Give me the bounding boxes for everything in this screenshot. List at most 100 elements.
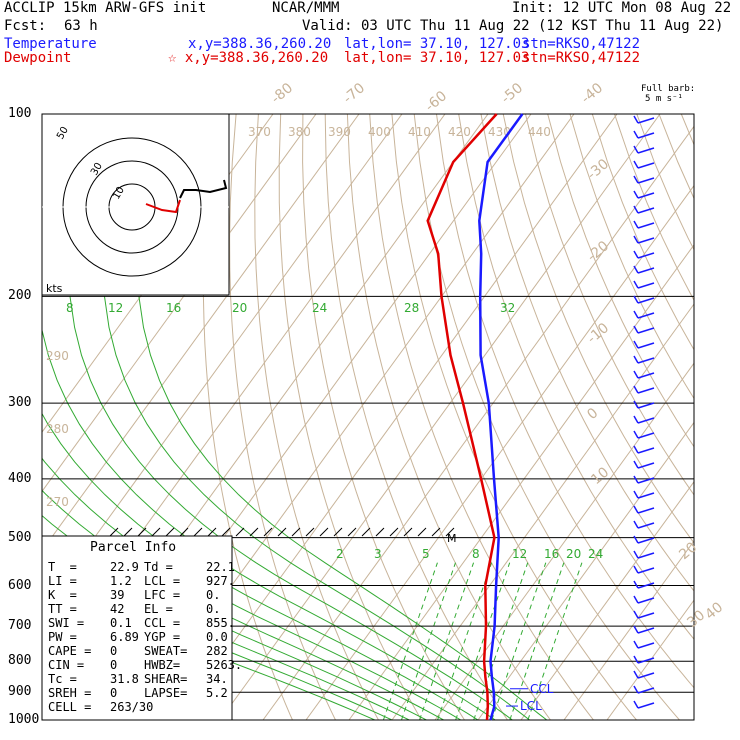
wind-barb-feather bbox=[633, 640, 639, 649]
mixing-ratio-label-upper: 20 bbox=[232, 301, 247, 315]
isotherm-label: -70 bbox=[340, 80, 368, 107]
theta-label-upper: 440 bbox=[528, 125, 551, 139]
isotherm-label: -20 bbox=[584, 238, 612, 265]
isotherm-label: -60 bbox=[422, 88, 450, 115]
mixing-ratio-line bbox=[455, 562, 511, 720]
isotherm-line bbox=[434, 362, 694, 720]
hodograph-trace-lower bbox=[145, 199, 181, 214]
parcel-row-9-col-1: 0 bbox=[110, 686, 118, 700]
ticks-500 bbox=[165, 527, 175, 537]
isotherm-line bbox=[42, 114, 403, 611]
dry-adiabat bbox=[229, 114, 336, 720]
wind-barb-staff bbox=[637, 567, 655, 574]
dry-adiabat bbox=[278, 114, 422, 720]
ticks-500 bbox=[347, 527, 357, 537]
wind-barb-feather bbox=[633, 490, 639, 499]
wind-barb-feather bbox=[633, 700, 639, 709]
parcel-row-5-col-0: PW = bbox=[48, 630, 77, 644]
wind-barb-staff bbox=[637, 582, 655, 589]
pressure-label-500: 500 bbox=[8, 529, 32, 545]
temperature-xy: x,y=388.36,260.20 bbox=[188, 36, 332, 52]
wind-barb-staff bbox=[637, 282, 655, 289]
wind-barb-staff bbox=[637, 237, 655, 244]
parcel-row-5-col-3: 0.0 bbox=[206, 630, 228, 644]
wind-barb-feather bbox=[633, 580, 639, 589]
model-title: ACCLIP 15km ARW-GFS init bbox=[4, 0, 207, 16]
plot-area bbox=[42, 114, 694, 720]
mixing-ratio-label-lower: 2 bbox=[336, 547, 344, 561]
temperature-profile bbox=[478, 113, 524, 721]
wind-barb-feather bbox=[633, 535, 639, 544]
pressure-label-700: 700 bbox=[8, 618, 32, 634]
ticks-500 bbox=[123, 527, 133, 537]
mixing-ratio-label-lower: 24 bbox=[588, 547, 603, 561]
parcel-row-8-col-3: 34. bbox=[206, 672, 228, 686]
isotherm-line bbox=[42, 114, 317, 493]
ticks-500 bbox=[375, 527, 385, 537]
wind-barb-staff bbox=[637, 552, 655, 559]
plot-frame bbox=[41, 113, 695, 721]
parcel-row-1-col-3: 927. bbox=[206, 574, 235, 588]
wind-barb-feather bbox=[633, 325, 639, 334]
theta-label-upper: 410 bbox=[408, 125, 431, 139]
mixing-ratio-line bbox=[473, 562, 529, 720]
ticks-500 bbox=[417, 527, 427, 537]
parcel-row-1-col-1: 1.2 bbox=[110, 574, 132, 588]
parcel-row-7-col-2: HWBZ= bbox=[144, 658, 181, 672]
ticks-500 bbox=[249, 527, 259, 537]
mixing-ratio-label-lower: 16 bbox=[544, 547, 559, 561]
theta-label-left: 280 bbox=[46, 422, 69, 436]
ticks-500 bbox=[389, 527, 399, 537]
isotherm-label: -50 bbox=[498, 80, 526, 107]
barb-title: Full barb: bbox=[641, 84, 696, 94]
hodograph-trace-upper bbox=[179, 179, 228, 199]
wind-barb-feather bbox=[633, 205, 639, 214]
wind-barb-staff bbox=[637, 372, 655, 379]
temperature-latlon: lat,lon= 37.10, 127.03 bbox=[344, 36, 530, 52]
wind-barb-staff bbox=[637, 387, 655, 394]
wind-barb-staff bbox=[637, 597, 655, 604]
wind-barb-staff bbox=[637, 417, 655, 424]
parcel-row-2-col-2: LFC = bbox=[144, 588, 181, 602]
wind-barb-feather bbox=[633, 475, 639, 484]
wind-barb-feather bbox=[633, 370, 639, 379]
hodograph-unit-label: kts bbox=[46, 282, 63, 295]
parcel-row-0-col-1: 22.9 bbox=[110, 560, 139, 574]
wind-barb-feather bbox=[633, 130, 639, 139]
wind-barb-staff bbox=[637, 357, 655, 364]
parcel-row-2-col-0: K = bbox=[48, 588, 77, 602]
wind-barb-staff bbox=[637, 702, 655, 709]
wind-barb-staff bbox=[637, 312, 655, 319]
melting-level-label: M bbox=[447, 532, 457, 545]
parcel-row-0-col-0: T = bbox=[48, 560, 77, 574]
mixing-ratio-line bbox=[437, 562, 493, 720]
wind-barb-staff bbox=[637, 507, 655, 514]
dry-adiabat bbox=[680, 114, 694, 146]
parcel-row-6-col-1: 0 bbox=[110, 644, 118, 658]
wind-barb-staff bbox=[637, 432, 655, 439]
wind-barb-feather bbox=[633, 190, 639, 199]
mixing-ratio-line bbox=[491, 562, 547, 720]
theta-label-upper: 430 bbox=[488, 125, 511, 139]
wind-barb-staff bbox=[637, 177, 655, 184]
wind-barb-staff bbox=[637, 627, 655, 634]
wind-barb-feather bbox=[633, 310, 639, 319]
theta-label-upper: 370 bbox=[248, 125, 271, 139]
isotherm-line bbox=[606, 599, 694, 720]
wind-barb-feather bbox=[633, 235, 639, 244]
temperature-legend: Temperature bbox=[4, 36, 97, 52]
parcel-row-7-col-1: 0 bbox=[110, 658, 118, 672]
isotherm-label: 0 bbox=[584, 405, 601, 423]
ticks-500 bbox=[291, 527, 301, 537]
parcel-row-4-col-1: 0.1 bbox=[110, 616, 132, 630]
init-time: Init: 12 UTC Mon 08 Aug 22 bbox=[512, 0, 732, 16]
parcel-row-2-col-1: 39 bbox=[110, 588, 125, 602]
ticks-500 bbox=[109, 527, 119, 537]
ticks-500 bbox=[235, 527, 245, 537]
pressure-label-1000: 1000 bbox=[8, 712, 40, 727]
parcel-row-4-col-2: CCL = bbox=[144, 616, 181, 630]
dry-adiabat bbox=[369, 114, 594, 720]
pressure-label-400: 400 bbox=[8, 470, 32, 486]
parcel-row-7-col-3: 5263. bbox=[206, 658, 243, 672]
dry-adiabat bbox=[658, 114, 694, 200]
